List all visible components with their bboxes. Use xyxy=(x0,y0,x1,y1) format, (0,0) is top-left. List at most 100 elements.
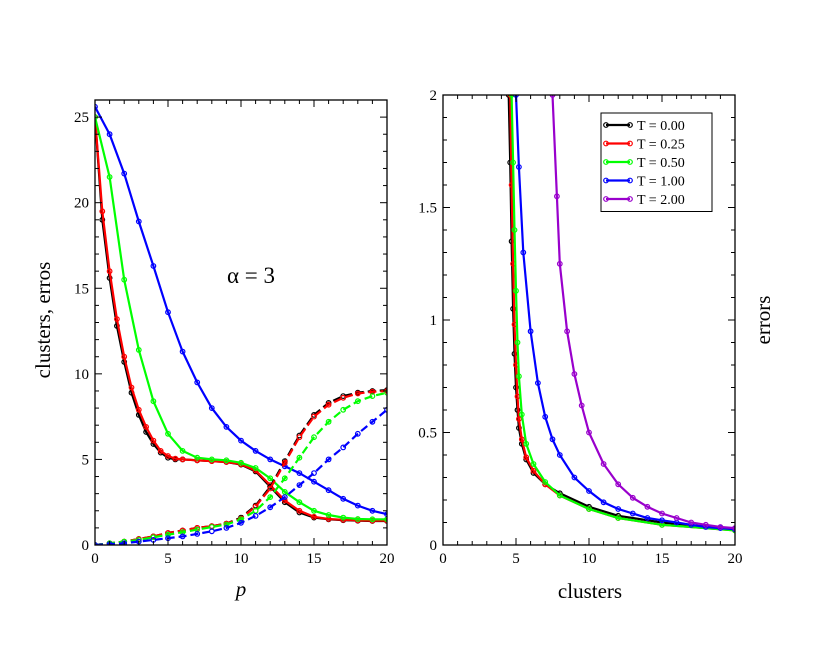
legend-marker-right-2 xyxy=(627,159,633,165)
left-y-tick-label: 25 xyxy=(74,110,89,126)
left-data-point-1-1 xyxy=(99,208,106,215)
legend-label-3: T = 1.00 xyxy=(637,175,685,190)
left-data-point-3-20 xyxy=(384,511,387,518)
left-data-point-2-5 xyxy=(165,430,171,437)
left-series-line-3 xyxy=(95,106,387,516)
right-data-point-2-8 xyxy=(530,461,537,467)
right-data-point-4-7 xyxy=(600,461,607,467)
left-data-point-6-14 xyxy=(296,454,303,461)
left-data-point-3-11 xyxy=(252,448,259,454)
right-data-point-2-11 xyxy=(586,506,592,512)
right-data-point-4-10 xyxy=(644,503,651,510)
right-x-axis-label: clusters xyxy=(558,579,622,603)
left-data-point-2-10 xyxy=(238,459,244,466)
right-data-point-3-1 xyxy=(516,164,522,170)
left-data-point-1-7 xyxy=(143,424,150,430)
right-data-point-2-7 xyxy=(523,440,530,447)
left-x-axis-label: p xyxy=(234,577,247,601)
left-data-point-6-16 xyxy=(325,418,332,425)
right-data-point-3-14 xyxy=(659,517,665,524)
left-y-tick-label: 0 xyxy=(82,538,90,554)
right-data-point-4-11 xyxy=(659,510,665,517)
left-data-point-3-9 xyxy=(223,424,230,430)
left-data-point-7-12 xyxy=(267,504,274,511)
left-x-tick-label: 15 xyxy=(307,551,322,567)
legend-marker-right-1 xyxy=(627,140,633,147)
legend-marker-right-3 xyxy=(627,177,633,184)
left-data-point-2-11 xyxy=(252,465,259,471)
left-x-tick-label: 20 xyxy=(380,551,395,567)
right-data-point-2-2 xyxy=(511,227,518,233)
left-data-point-3-8 xyxy=(208,405,215,412)
left-data-point-7-19 xyxy=(369,418,376,425)
left-data-point-3-6 xyxy=(179,348,186,355)
left-data-point-7-8 xyxy=(208,528,215,535)
left-y-tick-label: 20 xyxy=(74,196,89,212)
right-data-point-2-10 xyxy=(556,492,563,499)
left-data-point-7-20 xyxy=(384,406,387,413)
left-data-point-3-12 xyxy=(267,456,274,463)
legend-marker-right-0 xyxy=(627,122,633,128)
left-data-point-1-8 xyxy=(150,437,157,444)
left-data-point-2-12 xyxy=(267,475,274,482)
right-x-tick-label: 5 xyxy=(512,551,520,567)
right-y-tick-label: 0.5 xyxy=(418,426,437,442)
left-y-tick-label: 5 xyxy=(82,452,90,468)
left-data-point-3-2 xyxy=(121,170,128,177)
right-data-point-3-12 xyxy=(629,510,636,517)
left-data-point-7-17 xyxy=(340,444,347,451)
right-data-point-4-2 xyxy=(556,260,563,267)
left-data-point-5-17 xyxy=(340,394,347,401)
left-data-point-1-11 xyxy=(172,455,179,462)
left-data-point-3-5 xyxy=(165,309,171,316)
left-data-point-2-15 xyxy=(311,507,317,514)
legend-marker-left-3 xyxy=(603,177,609,184)
left-data-point-7-10 xyxy=(238,519,244,526)
legend-label-1: T = 0.25 xyxy=(637,138,685,153)
right-data-point-1-7 xyxy=(518,436,525,443)
left-data-point-6-19 xyxy=(369,393,376,400)
left-series-line-2 xyxy=(95,116,387,521)
left-data-point-5-13 xyxy=(281,459,288,466)
right-y-tick-label: 2 xyxy=(430,88,438,104)
right-y-axis-label: errors xyxy=(751,296,775,345)
left-data-point-5-18 xyxy=(354,390,361,397)
left-y-axis-label: clusters, erros xyxy=(31,262,55,379)
left-x-tick-label: 10 xyxy=(234,551,249,567)
left-data-point-7-11 xyxy=(252,513,259,519)
left-data-point-6-12 xyxy=(267,494,274,501)
left-data-point-2-7 xyxy=(194,454,201,461)
right-y-tick-label: 1 xyxy=(430,313,438,329)
legend-label-0: T = 0.00 xyxy=(637,119,685,134)
right-x-tick-label: 0 xyxy=(439,551,447,567)
legend-label-4: T = 2.00 xyxy=(637,193,685,208)
right-data-point-4-14 xyxy=(702,521,709,528)
left-data-point-2-14 xyxy=(296,499,303,506)
left-x-tick-label: 0 xyxy=(91,551,99,567)
right-data-point-3-5 xyxy=(542,413,549,420)
right-y-tick-label: 0 xyxy=(430,538,438,554)
legend-marker-left-4 xyxy=(603,196,609,202)
right-data-point-3-7 xyxy=(556,452,563,458)
left-data-point-5-15 xyxy=(311,413,317,420)
right-data-point-4-4 xyxy=(571,371,578,377)
right-data-point-3-2 xyxy=(520,249,527,256)
left-data-point-3-1 xyxy=(106,131,113,138)
legend-marker-left-2 xyxy=(603,159,609,165)
right-data-point-4-0 xyxy=(549,95,556,98)
left-data-point-6-20 xyxy=(384,389,387,396)
left-data-point-7-16 xyxy=(325,456,332,463)
left-data-point-3-4 xyxy=(150,263,157,269)
right-data-point-1-8 xyxy=(523,454,530,461)
left-data-point-7-18 xyxy=(354,430,361,437)
left-data-point-3-18 xyxy=(354,502,361,509)
right-x-tick-label: 15 xyxy=(655,551,670,567)
right-data-point-4-8 xyxy=(615,481,622,488)
right-data-point-3-11 xyxy=(615,506,622,512)
right-data-point-2-9 xyxy=(542,479,549,485)
right-data-point-4-9 xyxy=(629,494,636,501)
right-data-point-4-1 xyxy=(554,193,560,200)
